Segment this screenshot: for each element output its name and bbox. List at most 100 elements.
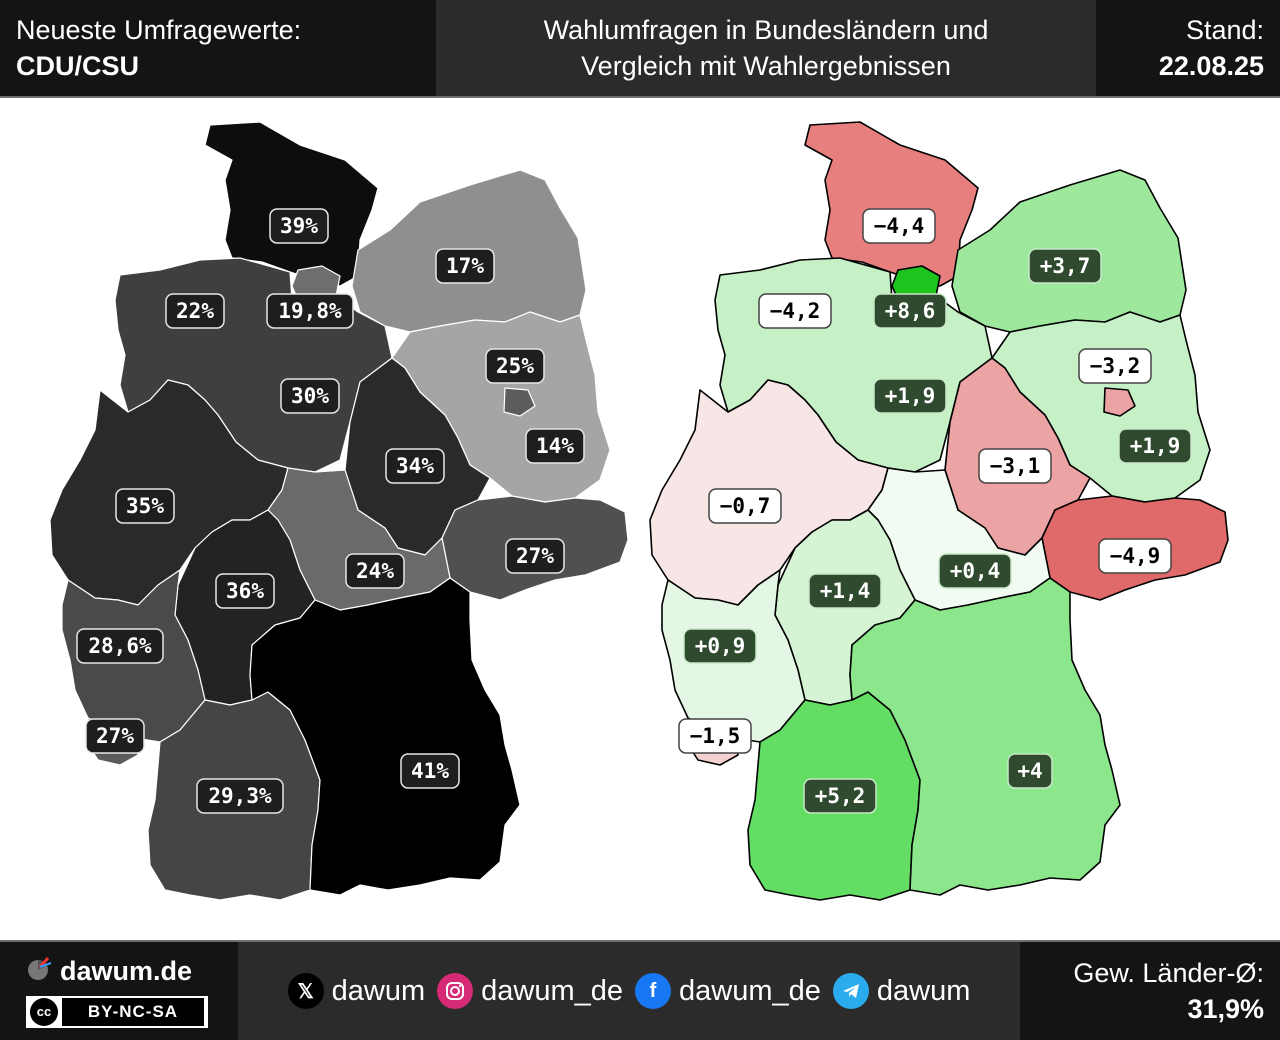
cc-icon: cc	[30, 997, 58, 1026]
label-box-he	[215, 573, 275, 609]
label-box-hb	[165, 293, 225, 329]
footer-average: Gew. Länder-Ø: 31,9%	[1020, 942, 1280, 1040]
region-label-st: 34%	[396, 454, 434, 478]
brand-row: dawum.de	[26, 955, 238, 988]
region-label-sl: −1,5	[690, 724, 741, 748]
label-box-bw	[803, 778, 877, 814]
header-left: Neueste Umfragewerte: CDU/CSU	[0, 0, 436, 96]
license-text: BY-NC-SA	[62, 997, 204, 1026]
social-instagram[interactable]: dawum_de	[437, 973, 623, 1009]
region-label-sn: −4,9	[1110, 544, 1161, 568]
label-box-st	[978, 448, 1052, 484]
dawum-logo-icon	[26, 955, 52, 988]
label-box-nw	[708, 488, 782, 524]
label-box-bw	[196, 778, 284, 814]
brand-link[interactable]: dawum.de	[60, 955, 193, 986]
label-box-sl	[85, 718, 145, 754]
region-by	[249, 577, 521, 896]
header-bar: Neueste Umfragewerte: CDU/CSU Wahlumfrag…	[0, 0, 1280, 98]
title-line-2: Vergleich mit Wahlergebnissen	[581, 51, 951, 81]
header-title: Wahlumfragen in Bundesländern und Vergle…	[436, 0, 1096, 96]
region-label-he: +1,4	[820, 579, 871, 603]
region-be	[503, 387, 536, 417]
label-box-th	[345, 553, 405, 589]
change-map: −4,4 +3,7 −4,2 +8,6 +1,9 +1,9 −3,2 −3,1 −0,7 −4,9…	[649, 121, 1229, 901]
label-box-be	[1078, 348, 1152, 384]
average-value: 31,9%	[1187, 994, 1264, 1024]
party-name: CDU/CSU	[16, 51, 140, 81]
region-label-sh: 39%	[280, 214, 318, 238]
footer-bar: dawum.de cc BY-NC-SA 𝕏 dawum dawum_de f …	[0, 940, 1280, 1040]
region-label-sl: 27%	[96, 724, 134, 748]
license-badge[interactable]: cc BY-NC-SA	[26, 995, 208, 1028]
social-handle: dawum	[876, 974, 971, 1007]
social-handle: dawum_de	[679, 974, 821, 1007]
label-box-he	[808, 573, 882, 609]
label-box-bb	[1118, 428, 1192, 464]
poll-map: 39% 17% 22% 19,8% 30% 14% 25% 34% 35% 27% 24% 36% 28…	[49, 121, 629, 901]
social-telegram[interactable]: dawum	[832, 973, 971, 1009]
header-date: Stand: 22.08.25	[1096, 0, 1280, 96]
region-label-be: −3,2	[1090, 354, 1141, 378]
label-box-be	[485, 348, 545, 384]
header-left-label: Neueste Umfragewerte:	[16, 15, 302, 45]
label-box-rp	[683, 628, 757, 664]
label-box-mv	[1028, 248, 1102, 284]
region-label-be: 25%	[496, 354, 534, 378]
region-label-bw: 29,3%	[208, 784, 272, 808]
social-facebook[interactable]: f dawum_de	[635, 973, 821, 1009]
label-box-st	[385, 448, 445, 484]
region-label-by: +4	[1017, 759, 1042, 783]
region-label-ni: +1,9	[885, 384, 936, 408]
region-label-by: 41%	[411, 759, 449, 783]
label-box-ni	[280, 378, 340, 414]
region-label-sn: 27%	[516, 544, 554, 568]
date-value: 22.08.25	[1158, 51, 1264, 81]
region-label-hb: 22%	[176, 299, 214, 323]
region-label-ni: 30%	[291, 384, 329, 408]
footer-brand: dawum.de cc BY-NC-SA	[0, 942, 238, 1040]
label-box-bb	[525, 428, 585, 464]
average-label: Gew. Länder-Ø:	[1073, 958, 1264, 988]
social-handle: dawum	[331, 974, 426, 1007]
label-box-hb	[758, 293, 832, 329]
label-box-ni	[873, 378, 947, 414]
social-handle: dawum_de	[481, 974, 623, 1007]
label-box-nw	[115, 488, 175, 524]
facebook-icon: f	[635, 973, 671, 1009]
region-label-bw: +5,2	[815, 784, 866, 808]
x-icon: 𝕏	[287, 973, 324, 1009]
label-box-sh	[862, 208, 936, 244]
label-box-hh	[873, 293, 947, 329]
region-label-nw: 35%	[126, 494, 164, 518]
label-box-rp	[76, 628, 164, 664]
region-label-th: 24%	[356, 559, 394, 583]
label-box-sl	[678, 718, 752, 754]
region-by	[849, 577, 1121, 896]
region-label-rp: +0,9	[695, 634, 746, 658]
label-box-sn	[505, 538, 565, 574]
region-label-th: +0,4	[950, 559, 1001, 583]
maps-canvas: 39% 17% 22% 19,8% 30% 14% 25% 34% 35% 27% 24% 36% 28…	[49, 121, 1229, 901]
label-box-by	[1007, 753, 1053, 789]
label-box-hh	[266, 293, 354, 329]
label-box-by	[400, 753, 460, 789]
instagram-icon	[437, 973, 474, 1009]
label-box-th	[938, 553, 1012, 589]
region-label-nw: −0,7	[720, 494, 771, 518]
region-label-hh: +8,6	[885, 299, 936, 323]
title-line-1: Wahlumfragen in Bundesländern und	[543, 15, 989, 45]
region-be	[1103, 387, 1136, 417]
region-label-rp: 28,6%	[88, 634, 152, 658]
region-label-he: 36%	[226, 579, 264, 603]
social-x[interactable]: 𝕏 dawum	[287, 973, 426, 1009]
region-label-hb: −4,2	[770, 299, 821, 323]
region-label-sh: −4,4	[874, 214, 925, 238]
label-box-sn	[1098, 538, 1172, 574]
label-box-sh	[269, 208, 329, 244]
footer-socials: 𝕏 dawum dawum_de f dawum_de dawum	[238, 942, 1020, 1040]
label-box-mv	[435, 248, 495, 284]
region-label-bb: +1,9	[1130, 434, 1181, 458]
telegram-icon	[832, 973, 869, 1009]
region-label-hh: 19,8%	[278, 299, 342, 323]
